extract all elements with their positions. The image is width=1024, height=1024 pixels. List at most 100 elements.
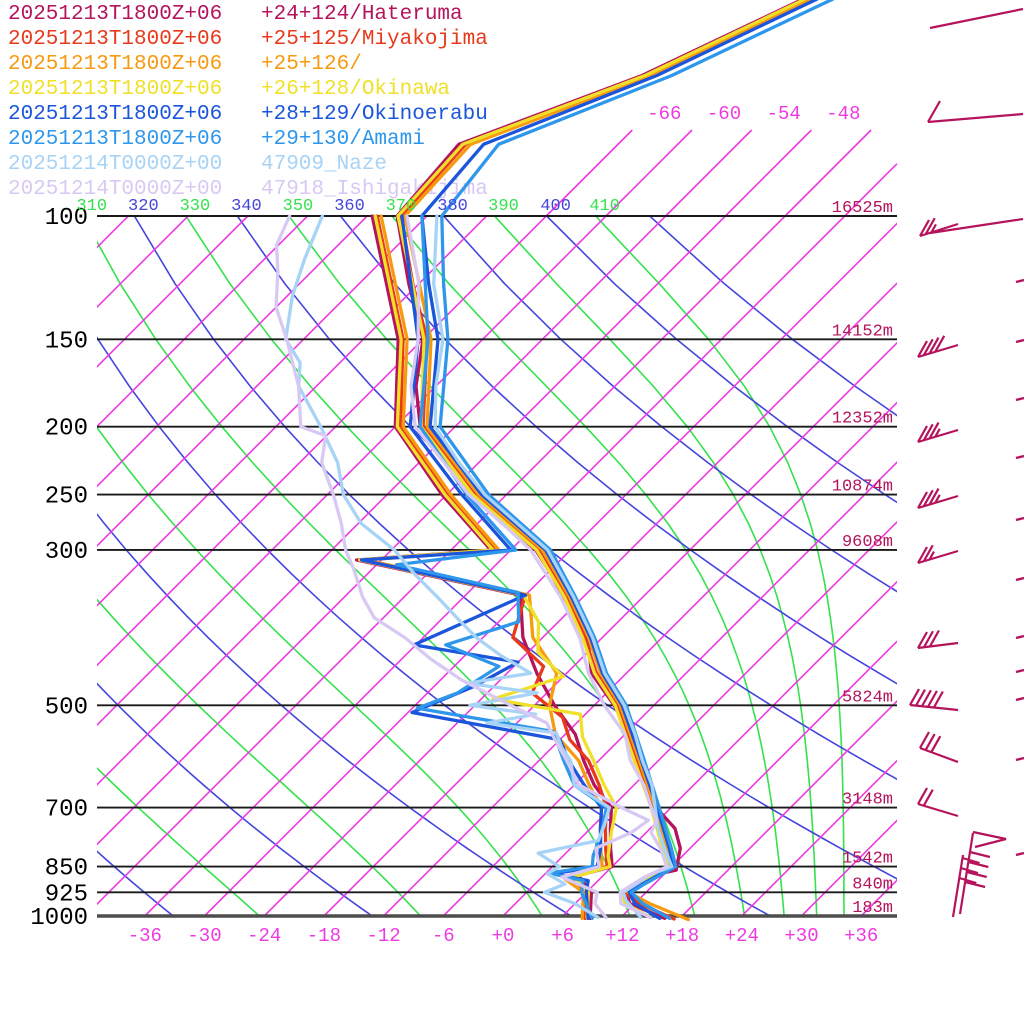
- theta-e-label-370: 370: [386, 197, 417, 216]
- edge-barb-mark: [1015, 338, 1024, 344]
- edge-barb-mark: [1015, 278, 1024, 284]
- theta-label-400: 400: [540, 197, 571, 216]
- temp-label-top--54: -54: [767, 103, 801, 125]
- theta-label-320: 320: [128, 197, 159, 216]
- theta-label-380: 380: [437, 197, 468, 216]
- legend-entry-6: 20251214T0000Z+00 47909_Naze: [8, 152, 488, 177]
- surface-wind-barb: [951, 854, 980, 918]
- legend: 20251213T1800Z+06 +24+124/Hateruma 2025121…: [8, 2, 488, 202]
- legend-station-label: +26+128/Okinawa: [261, 78, 451, 101]
- legend-entry-1: 20251213T1800Z+06 +25+125/Miyakojima: [8, 27, 488, 52]
- wind-barb: [917, 544, 959, 565]
- barb-flag: [972, 830, 1007, 849]
- dewpoint-line-point-126: [363, 214, 604, 921]
- height-label-300: 9608m: [842, 533, 893, 552]
- sounding-traces: [274, 0, 835, 922]
- legend-time: 20251213T1800Z+06: [8, 3, 223, 26]
- theta-e-label-310: 310: [77, 197, 108, 216]
- legend-station-label: +29+130/Amami: [261, 128, 425, 151]
- legend-time: 20251213T1800Z+06: [8, 78, 223, 101]
- dewpoint-line-amami: [394, 214, 609, 921]
- temperature-line-point-126: [403, 0, 815, 922]
- edge-barb-mark: [1015, 696, 1024, 702]
- edge-barb-mark: [1015, 454, 1024, 460]
- height-label-100: 16525m: [832, 199, 893, 218]
- sounding-trace-ishigakijima: [274, 214, 669, 920]
- theta-label-340: 340: [231, 197, 262, 216]
- dewpoint-line-naze: [284, 214, 612, 920]
- temperature-line-ishigakijima: [405, 214, 669, 920]
- sounding-trace-amami: [394, 0, 835, 921]
- pressure-label-850: 850: [45, 856, 88, 883]
- pressure-label-250: 250: [45, 484, 88, 511]
- pressure-label-150: 150: [45, 328, 88, 355]
- wind-barb: [917, 488, 959, 510]
- partial-wind-barb: [929, 217, 1024, 235]
- edge-barb-mark: [1015, 576, 1024, 582]
- height-label-925: 840m: [852, 875, 893, 894]
- pressure-label-1000: 1000: [30, 905, 88, 932]
- partial-barb-tick: [927, 100, 941, 123]
- temp-label-bottom-12: +12: [605, 925, 639, 947]
- height-label-250: 10874m: [832, 478, 893, 497]
- isotherm-top-extension: [545, 129, 898, 217]
- sounding-trace-okinoerabu: [359, 0, 819, 921]
- wind-barbs: [909, 7, 1024, 918]
- theta-e-label-330: 330: [180, 197, 211, 216]
- pressure-label-300: 300: [45, 539, 88, 566]
- legend-entry-5: 20251213T1800Z+06 +29+130/Amami: [8, 127, 488, 152]
- height-label-1000: 183m: [852, 899, 893, 918]
- temp-label-bottom-30: +30: [784, 925, 818, 947]
- legend-time: 20251213T1800Z+06: [8, 103, 223, 126]
- temperature-line-amami: [438, 0, 835, 921]
- legend-time: 20251213T1800Z+06: [8, 128, 223, 151]
- isobar-lines: [97, 215, 897, 918]
- edge-barb-mark: [1015, 756, 1024, 762]
- temp-label-top--48: -48: [826, 103, 860, 125]
- wind-barb: [917, 422, 959, 444]
- isotherm-grid: [97, 216, 897, 916]
- edge-barb-mark: [1015, 668, 1024, 674]
- height-label-150: 14152m: [832, 322, 893, 341]
- sounding-trace-miyakojima: [359, 0, 810, 921]
- legend-station-label: +25+126/: [261, 53, 362, 76]
- legend-time: 20251213T1800Z+06: [8, 28, 223, 51]
- partial-wind-barb: [929, 7, 1024, 30]
- legend-station-label: +25+125/Miyakojima: [261, 28, 488, 51]
- legend-station-label: +24+124/Hateruma: [261, 3, 463, 26]
- legend-station-label: 47909_Naze: [261, 153, 388, 176]
- temp-label-bottom-36: +36: [844, 925, 878, 947]
- temp-label-bottom--18: -18: [307, 925, 341, 947]
- wind-barb: [919, 217, 959, 238]
- edge-barb-mark: [1015, 851, 1024, 857]
- legend-station-label: +28+129/Okinoerabu: [261, 103, 488, 126]
- theta-e-label-390: 390: [488, 197, 519, 216]
- theta-label-360: 360: [334, 197, 365, 216]
- temp-label-bottom--30: -30: [187, 925, 221, 947]
- temp-label-top--60: -60: [707, 103, 741, 125]
- dewpoint-line-miyakojima: [359, 214, 609, 921]
- height-label-500: 5824m: [842, 688, 893, 707]
- legend-entry-3: 20251213T1800Z+06 +26+128/Okinawa: [8, 77, 488, 102]
- temp-label-bottom--24: -24: [247, 925, 281, 947]
- legend-entry-7: 20251214T0000Z+00 47918_Ishigakijima: [8, 177, 488, 202]
- pressure-label-100: 100: [45, 205, 88, 232]
- height-label-700: 3148m: [842, 791, 893, 810]
- temp-label-bottom-24: +24: [725, 925, 759, 947]
- legend-time: 20251214T0000Z+00: [8, 153, 223, 176]
- pressure-label-200: 200: [45, 416, 88, 443]
- edge-barb-mark: [1015, 396, 1024, 402]
- temp-label-top--66: -66: [647, 103, 681, 125]
- dewpoint-line-okinawa: [357, 214, 619, 920]
- edge-barb-mark: [1015, 516, 1024, 522]
- partial-wind-barb: [927, 112, 1024, 124]
- pressure-label-925: 925: [45, 881, 88, 908]
- theta-e-label-350: 350: [283, 197, 314, 216]
- wind-barb: [909, 688, 959, 712]
- wind-barb: [917, 787, 959, 818]
- temp-label-bottom-18: +18: [665, 925, 699, 947]
- temp-label-bottom-6: +6: [551, 925, 574, 947]
- dry-adiabat-grid: [97, 216, 897, 916]
